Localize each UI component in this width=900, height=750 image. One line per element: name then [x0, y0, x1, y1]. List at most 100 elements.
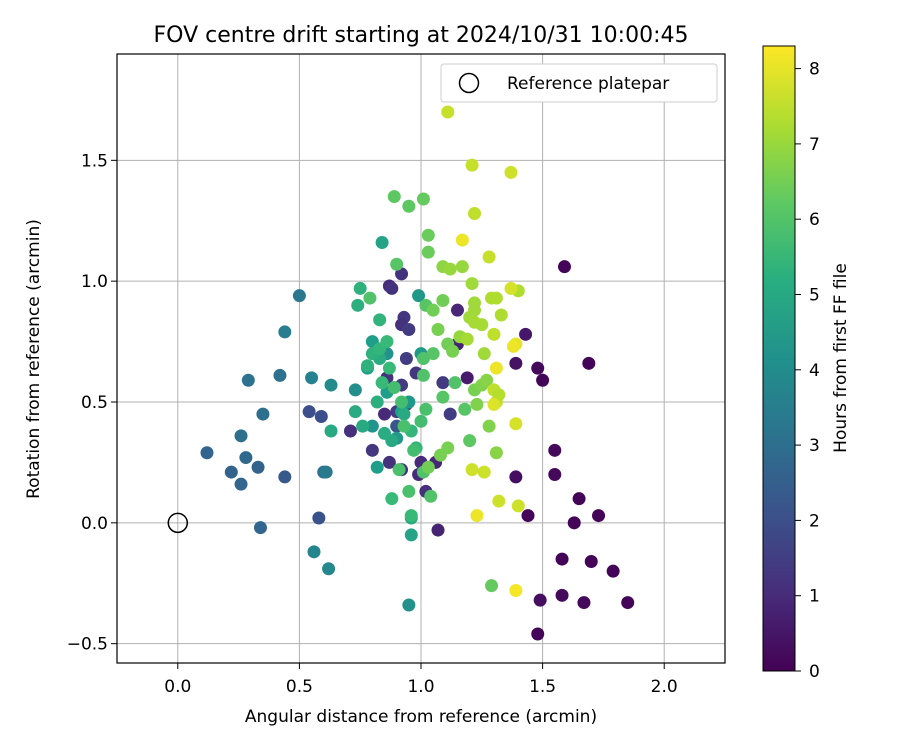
grid-lines	[117, 54, 725, 663]
data-point	[468, 207, 482, 220]
data-point	[509, 584, 523, 597]
data-point	[511, 499, 525, 513]
data-point	[489, 361, 503, 375]
colorbar-tick-label: 1	[809, 587, 820, 607]
data-point	[463, 434, 477, 448]
data-point	[382, 361, 396, 375]
data-point	[380, 335, 394, 349]
data-point	[519, 327, 533, 341]
data-point	[489, 291, 503, 305]
y-tick-label: 0.0	[81, 514, 108, 534]
legend: Reference platepar	[440, 63, 718, 103]
data-point	[404, 528, 418, 542]
legend-label: Reference platepar	[507, 74, 669, 94]
y-tick-label: −0.5	[67, 635, 108, 655]
data-point	[375, 376, 389, 390]
data-point	[241, 373, 255, 387]
data-point	[465, 463, 479, 477]
data-point	[278, 325, 292, 339]
data-point	[416, 368, 430, 382]
data-point	[446, 344, 460, 358]
data-point	[455, 233, 469, 247]
data-point	[436, 294, 450, 307]
data-point	[412, 289, 426, 303]
data-point	[572, 492, 586, 506]
y-tick-label: 1.5	[81, 151, 108, 171]
data-point	[448, 376, 462, 390]
y-tick-label: 1.0	[81, 272, 108, 292]
data-point	[385, 492, 399, 506]
data-point	[356, 419, 370, 433]
data-point	[278, 470, 292, 484]
data-point	[521, 509, 535, 523]
data-point	[584, 555, 598, 568]
data-point	[436, 376, 450, 390]
data-point	[343, 424, 357, 438]
data-point	[404, 509, 418, 523]
data-point	[324, 424, 338, 438]
data-point	[531, 361, 545, 375]
data-point	[365, 419, 379, 433]
data-point	[419, 402, 433, 416]
data-point	[436, 390, 450, 404]
data-point	[557, 260, 571, 274]
x-tick-label: 0.5	[286, 677, 313, 697]
data-point	[424, 489, 438, 503]
data-point	[509, 356, 523, 370]
data-point	[397, 419, 411, 433]
data-point	[353, 281, 367, 295]
data-point	[431, 523, 445, 537]
data-point	[348, 383, 362, 397]
data-point	[458, 402, 472, 416]
data-point	[373, 313, 387, 327]
data-point	[312, 511, 326, 525]
data-point	[382, 455, 396, 469]
x-axis-label: Angular distance from reference (arcmin)	[245, 707, 597, 727]
colorbar-tick-label: 0	[809, 662, 820, 682]
colorbar-tick-label: 8	[809, 60, 820, 80]
colorbar-tick-label: 3	[809, 436, 820, 456]
data-point	[387, 381, 401, 394]
data-point	[531, 627, 545, 641]
reference-marker-group	[167, 512, 189, 534]
data-point	[239, 451, 253, 465]
data-point	[582, 356, 596, 370]
data-point	[305, 371, 319, 385]
data-point	[370, 395, 384, 409]
data-point	[251, 460, 265, 474]
colorbar-tick-label: 6	[809, 210, 820, 230]
data-point	[253, 521, 267, 535]
data-point	[504, 165, 518, 179]
data-point	[395, 267, 409, 281]
data-point	[378, 407, 392, 421]
data-point	[477, 465, 491, 479]
data-point	[378, 426, 392, 440]
data-point	[555, 552, 569, 566]
data-point	[200, 446, 214, 460]
colorbar-tick-label: 7	[809, 135, 820, 155]
data-point	[385, 281, 399, 295]
data-point	[426, 347, 440, 361]
data-point	[555, 588, 569, 602]
data-point	[509, 417, 523, 431]
data-point	[487, 327, 501, 341]
y-axis-ticks: −0.5 0.0 0.5 1.0 1.5	[67, 151, 117, 655]
chart-title: FOV centre drift starting at 2024/10/31 …	[154, 23, 689, 48]
data-point	[319, 465, 333, 479]
reference-marker	[167, 512, 189, 534]
data-point	[234, 477, 248, 491]
data-point	[395, 395, 409, 409]
data-point	[480, 373, 494, 387]
data-point	[402, 484, 416, 498]
data-point	[489, 446, 503, 460]
data-point	[450, 303, 464, 317]
colorbar-tick-label: 5	[809, 285, 820, 305]
data-point	[441, 105, 455, 119]
data-point	[314, 410, 328, 423]
colorbar-tick-label: 2	[809, 511, 820, 531]
data-point	[621, 596, 635, 610]
data-point	[443, 262, 457, 276]
data-point	[387, 190, 401, 204]
data-point	[485, 579, 499, 593]
data-point	[536, 373, 550, 387]
